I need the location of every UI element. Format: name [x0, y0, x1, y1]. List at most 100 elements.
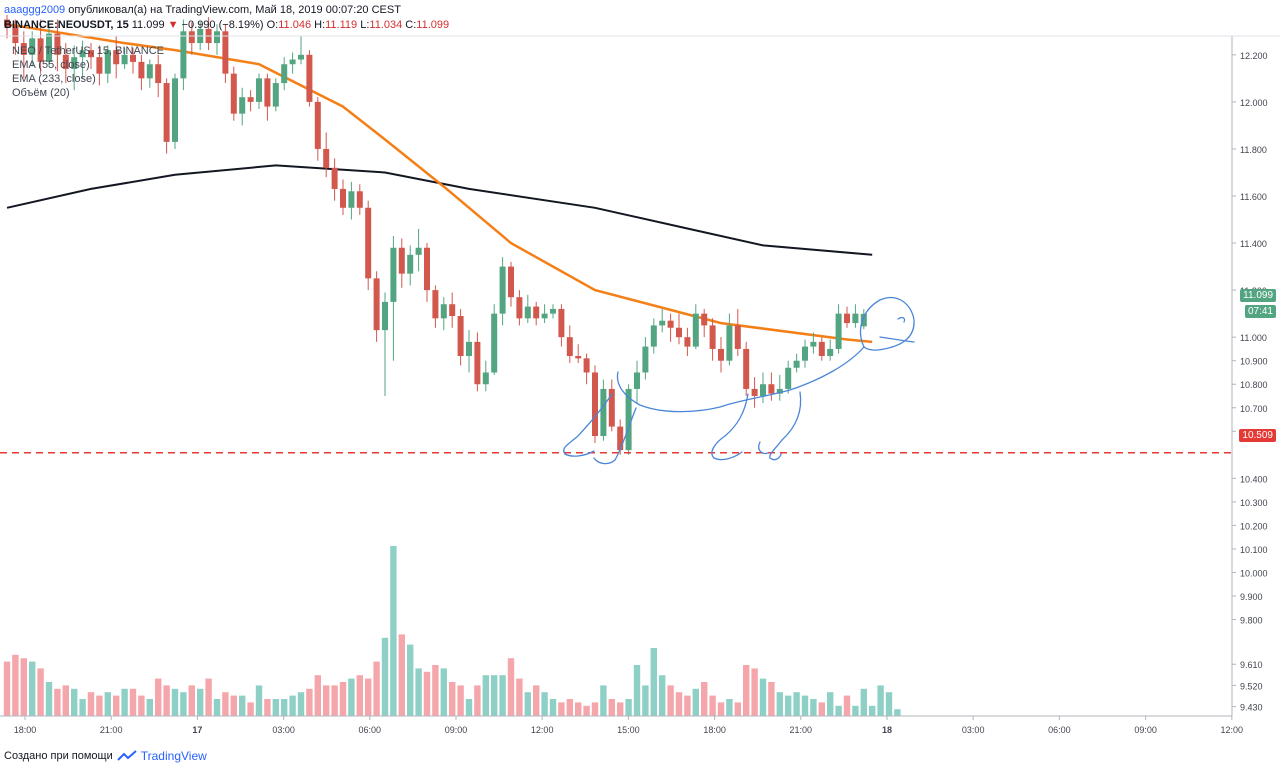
volume-bar: [843, 695, 851, 716]
candle: [734, 308, 741, 356]
low-value: 11.034: [369, 19, 403, 31]
candle: [524, 294, 531, 324]
candle-body: [323, 148, 330, 168]
y-tick-label: 10.200: [1240, 521, 1268, 531]
candle: [583, 353, 590, 385]
candle-body: [642, 346, 649, 373]
volume-bar: [272, 699, 279, 716]
volume-bar: [222, 692, 229, 716]
candle: [230, 66, 237, 121]
volume-bar: [751, 668, 758, 716]
candle-body: [424, 247, 430, 291]
candle: [440, 297, 447, 331]
candle: [121, 47, 128, 69]
candle-body: [172, 78, 178, 142]
candle: [256, 73, 262, 109]
volume-bar: [423, 671, 431, 716]
volume-bar: [79, 699, 86, 716]
candle: [709, 318, 716, 361]
candle-series: [4, 14, 867, 455]
candle-body: [810, 341, 817, 347]
candle: [575, 344, 582, 364]
candle: [323, 132, 330, 178]
y-tick-label: 11.800: [1240, 145, 1267, 155]
candle-body: [760, 384, 766, 396]
volume-bar: [356, 675, 363, 716]
volume-bar: [684, 695, 691, 716]
y-tick-label: 10.000: [1240, 568, 1268, 578]
candle: [382, 292, 388, 396]
candle-body: [474, 341, 481, 385]
candle: [743, 341, 750, 396]
legend-ema55[interactable]: EMA (55, close): [12, 59, 90, 71]
candle-body: [104, 50, 111, 74]
x-tick-label: 21:00: [100, 725, 123, 735]
candle: [566, 325, 573, 364]
author-link[interactable]: aaaggg2009: [4, 4, 66, 16]
candle-body: [113, 50, 120, 65]
candle-body: [625, 388, 632, 451]
volume-bar: [390, 546, 397, 716]
candle-body: [54, 33, 61, 55]
volume-bar: [365, 678, 372, 716]
candle: [340, 179, 346, 215]
candle: [793, 353, 800, 373]
candle: [222, 24, 229, 84]
volume-bar: [667, 685, 674, 716]
legend-ema233[interactable]: EMA (233, close): [12, 73, 96, 85]
volume-bar: [524, 692, 531, 716]
candle: [634, 360, 640, 404]
candle-body: [676, 327, 682, 338]
x-tick-label: 03:00: [272, 725, 295, 735]
tradingview-logo-icon: [117, 750, 137, 761]
candle-body: [743, 348, 750, 389]
candle-body: [163, 83, 170, 142]
candle-body: [88, 50, 94, 58]
volume-bar: [743, 665, 750, 716]
y-tick-label: 10.400: [1240, 474, 1268, 484]
tradingview-brand[interactable]: TradingView: [140, 749, 207, 763]
candle-body: [516, 297, 523, 319]
volume-bar: [869, 705, 876, 716]
ema-233-line: [6, 164, 873, 256]
candle-body: [298, 54, 304, 60]
volume-bar: [45, 682, 53, 716]
volume-bar: [885, 692, 893, 716]
volume-bar: [457, 685, 464, 716]
candle-body: [96, 57, 103, 74]
candle: [625, 384, 632, 455]
volume-bar: [87, 692, 95, 716]
candle: [818, 337, 825, 361]
volume-bar: [734, 702, 741, 716]
candle: [373, 271, 380, 342]
volume-bar: [129, 688, 137, 716]
candle: [172, 73, 178, 149]
candle-body: [667, 320, 674, 328]
plot-area[interactable]: [0, 36, 1232, 716]
volume-bar: [171, 688, 179, 716]
candle: [692, 304, 699, 349]
volume-bar: [583, 705, 590, 716]
candle: [499, 257, 506, 326]
candle-body: [281, 64, 288, 84]
candle-body: [524, 306, 531, 319]
y-tick-label: 10.700: [1240, 404, 1268, 414]
candle-body: [314, 101, 321, 149]
candle: [776, 374, 783, 401]
volume-bar: [29, 661, 36, 716]
candle-body: [214, 31, 220, 44]
symbol-label: BINANCE:NEOUSDT, 15: [4, 19, 129, 31]
candle-body: [650, 325, 657, 347]
volume-bar: [617, 702, 624, 716]
candle: [751, 377, 758, 408]
candle-body: [340, 188, 346, 208]
candle: [718, 337, 724, 373]
volume-bar: [491, 675, 498, 716]
volume-bar: [71, 688, 78, 716]
x-tick-label: 18:00: [14, 725, 37, 735]
legend-volume[interactable]: Объём (20): [12, 87, 70, 99]
volume-bar: [474, 685, 481, 716]
candle-body: [617, 426, 624, 451]
candle: [608, 379, 615, 432]
